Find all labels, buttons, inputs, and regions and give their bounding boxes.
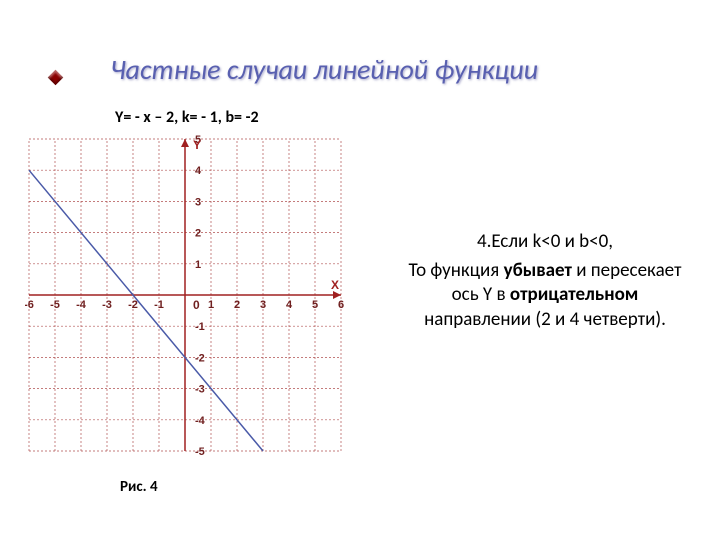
formula-text: Y= - x – 2, k= - 1, b= -2 bbox=[115, 108, 259, 127]
svg-text:-5: -5 bbox=[50, 299, 60, 311]
svg-text:-2: -2 bbox=[128, 299, 138, 311]
svg-text:-2: -2 bbox=[195, 352, 205, 364]
svg-text:4: 4 bbox=[286, 299, 293, 311]
svg-text:6: 6 bbox=[338, 299, 344, 311]
svg-text:-3: -3 bbox=[195, 384, 205, 396]
figure-caption: Рис. 4 bbox=[120, 478, 158, 496]
body-text: 4.Если k<0 и b<0, То функция убывает и п… bbox=[400, 230, 690, 333]
svg-text:2: 2 bbox=[195, 228, 201, 240]
chart: -6-5-4-3-2-1123456-5-4-3-2-1123450XY bbox=[25, 135, 345, 460]
body-line2-bold1: убывает bbox=[504, 259, 572, 282]
body-line2: То функция убывает и пересекает ось Y в … bbox=[400, 259, 690, 333]
svg-text:4: 4 bbox=[195, 165, 202, 177]
body-line1: 4.Если k<0 и b<0, bbox=[400, 230, 690, 255]
svg-text:-4: -4 bbox=[76, 299, 87, 311]
svg-text:3: 3 bbox=[195, 196, 201, 208]
svg-text:-5: -5 bbox=[195, 446, 205, 455]
body-line2-post: направлении (2 и 4 четверти). bbox=[424, 308, 666, 331]
svg-text:1: 1 bbox=[208, 299, 214, 311]
bullet-icon bbox=[48, 70, 64, 86]
svg-text:3: 3 bbox=[260, 299, 266, 311]
svg-text:X: X bbox=[331, 278, 339, 292]
body-line2-bold2: отрицательном bbox=[510, 283, 638, 306]
svg-text:2: 2 bbox=[234, 299, 240, 311]
svg-text:0: 0 bbox=[193, 298, 200, 312]
svg-text:-1: -1 bbox=[195, 321, 205, 333]
chart-svg: -6-5-4-3-2-1123456-5-4-3-2-1123450XY bbox=[25, 135, 345, 455]
svg-text:5: 5 bbox=[312, 299, 318, 311]
svg-text:-3: -3 bbox=[102, 299, 112, 311]
svg-text:Y: Y bbox=[193, 138, 201, 152]
svg-text:-4: -4 bbox=[195, 415, 206, 427]
svg-text:1: 1 bbox=[195, 259, 201, 271]
slide-title: Частные случаи линейной функции bbox=[110, 52, 538, 87]
body-line2-pre: То функция bbox=[409, 259, 504, 282]
svg-text:-1: -1 bbox=[154, 299, 164, 311]
svg-text:-6: -6 bbox=[25, 299, 34, 311]
